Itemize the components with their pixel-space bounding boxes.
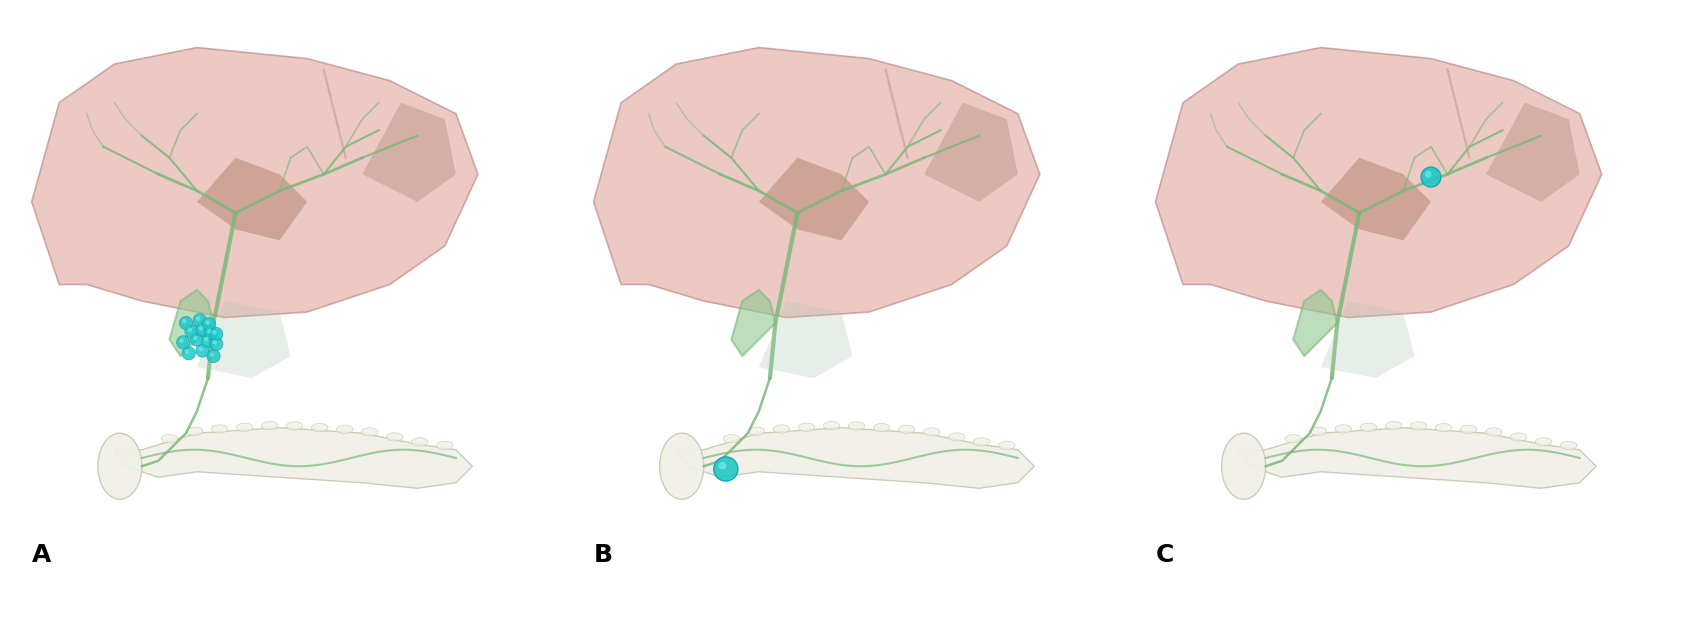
Circle shape — [718, 462, 727, 469]
Polygon shape — [676, 427, 1034, 489]
Ellipse shape — [286, 422, 303, 430]
Ellipse shape — [873, 424, 890, 432]
Ellipse shape — [1359, 423, 1376, 431]
Ellipse shape — [1410, 422, 1426, 430]
Ellipse shape — [436, 441, 452, 449]
Ellipse shape — [972, 437, 989, 446]
Circle shape — [204, 337, 209, 341]
Ellipse shape — [1509, 433, 1526, 441]
Circle shape — [185, 349, 188, 354]
Circle shape — [1425, 171, 1431, 178]
Circle shape — [185, 324, 198, 338]
Circle shape — [210, 338, 222, 351]
Circle shape — [193, 336, 197, 340]
Text: B: B — [594, 544, 612, 567]
Ellipse shape — [997, 441, 1014, 449]
Circle shape — [198, 347, 204, 351]
Polygon shape — [114, 427, 473, 489]
Ellipse shape — [772, 425, 789, 433]
Circle shape — [182, 347, 195, 360]
Ellipse shape — [898, 425, 915, 434]
Ellipse shape — [748, 427, 764, 436]
Text: A: A — [32, 544, 50, 567]
Ellipse shape — [723, 434, 738, 443]
Ellipse shape — [1283, 434, 1300, 443]
Ellipse shape — [336, 425, 353, 434]
Ellipse shape — [1435, 424, 1452, 432]
Circle shape — [190, 333, 204, 346]
Ellipse shape — [822, 421, 839, 430]
Circle shape — [204, 326, 217, 339]
Circle shape — [202, 318, 215, 331]
Circle shape — [212, 340, 217, 344]
Ellipse shape — [1460, 425, 1475, 434]
Ellipse shape — [362, 428, 378, 436]
Ellipse shape — [797, 423, 814, 431]
Ellipse shape — [212, 425, 227, 433]
Polygon shape — [1485, 103, 1579, 202]
Circle shape — [207, 329, 212, 333]
Circle shape — [205, 320, 210, 324]
Circle shape — [180, 316, 192, 329]
Polygon shape — [362, 103, 456, 202]
Polygon shape — [1320, 158, 1430, 240]
Circle shape — [212, 330, 217, 334]
Circle shape — [207, 349, 220, 363]
Ellipse shape — [187, 427, 202, 436]
Text: C: C — [1156, 544, 1172, 567]
Polygon shape — [170, 290, 214, 356]
Ellipse shape — [161, 434, 178, 443]
Polygon shape — [732, 290, 775, 356]
Ellipse shape — [261, 421, 278, 430]
Circle shape — [182, 319, 187, 324]
Ellipse shape — [235, 423, 252, 431]
Polygon shape — [759, 158, 868, 240]
Polygon shape — [197, 158, 308, 240]
Ellipse shape — [98, 433, 141, 499]
Polygon shape — [1320, 301, 1413, 378]
Ellipse shape — [1485, 428, 1500, 436]
Circle shape — [1420, 167, 1440, 187]
Polygon shape — [1292, 290, 1337, 356]
Ellipse shape — [1384, 421, 1401, 430]
Ellipse shape — [1334, 425, 1351, 433]
Ellipse shape — [848, 422, 865, 430]
Ellipse shape — [923, 428, 939, 436]
Ellipse shape — [1309, 427, 1325, 436]
Circle shape — [195, 344, 209, 357]
Ellipse shape — [659, 433, 703, 499]
Circle shape — [193, 314, 207, 327]
Ellipse shape — [387, 433, 402, 441]
Circle shape — [210, 352, 214, 357]
Circle shape — [195, 323, 209, 336]
Ellipse shape — [412, 437, 427, 446]
Ellipse shape — [1534, 437, 1551, 446]
Circle shape — [187, 328, 192, 332]
Polygon shape — [759, 301, 853, 378]
Polygon shape — [594, 47, 1039, 318]
Circle shape — [177, 336, 190, 349]
Polygon shape — [1238, 427, 1595, 489]
Ellipse shape — [949, 433, 964, 441]
Circle shape — [198, 326, 204, 330]
Polygon shape — [923, 103, 1018, 202]
Circle shape — [210, 328, 222, 341]
Circle shape — [180, 338, 183, 343]
Polygon shape — [32, 47, 478, 318]
Ellipse shape — [311, 424, 328, 432]
Circle shape — [195, 316, 200, 321]
Circle shape — [713, 457, 737, 481]
Circle shape — [202, 334, 215, 348]
Ellipse shape — [1221, 433, 1265, 499]
Polygon shape — [197, 301, 291, 378]
Ellipse shape — [1559, 441, 1576, 449]
Polygon shape — [1156, 47, 1601, 318]
